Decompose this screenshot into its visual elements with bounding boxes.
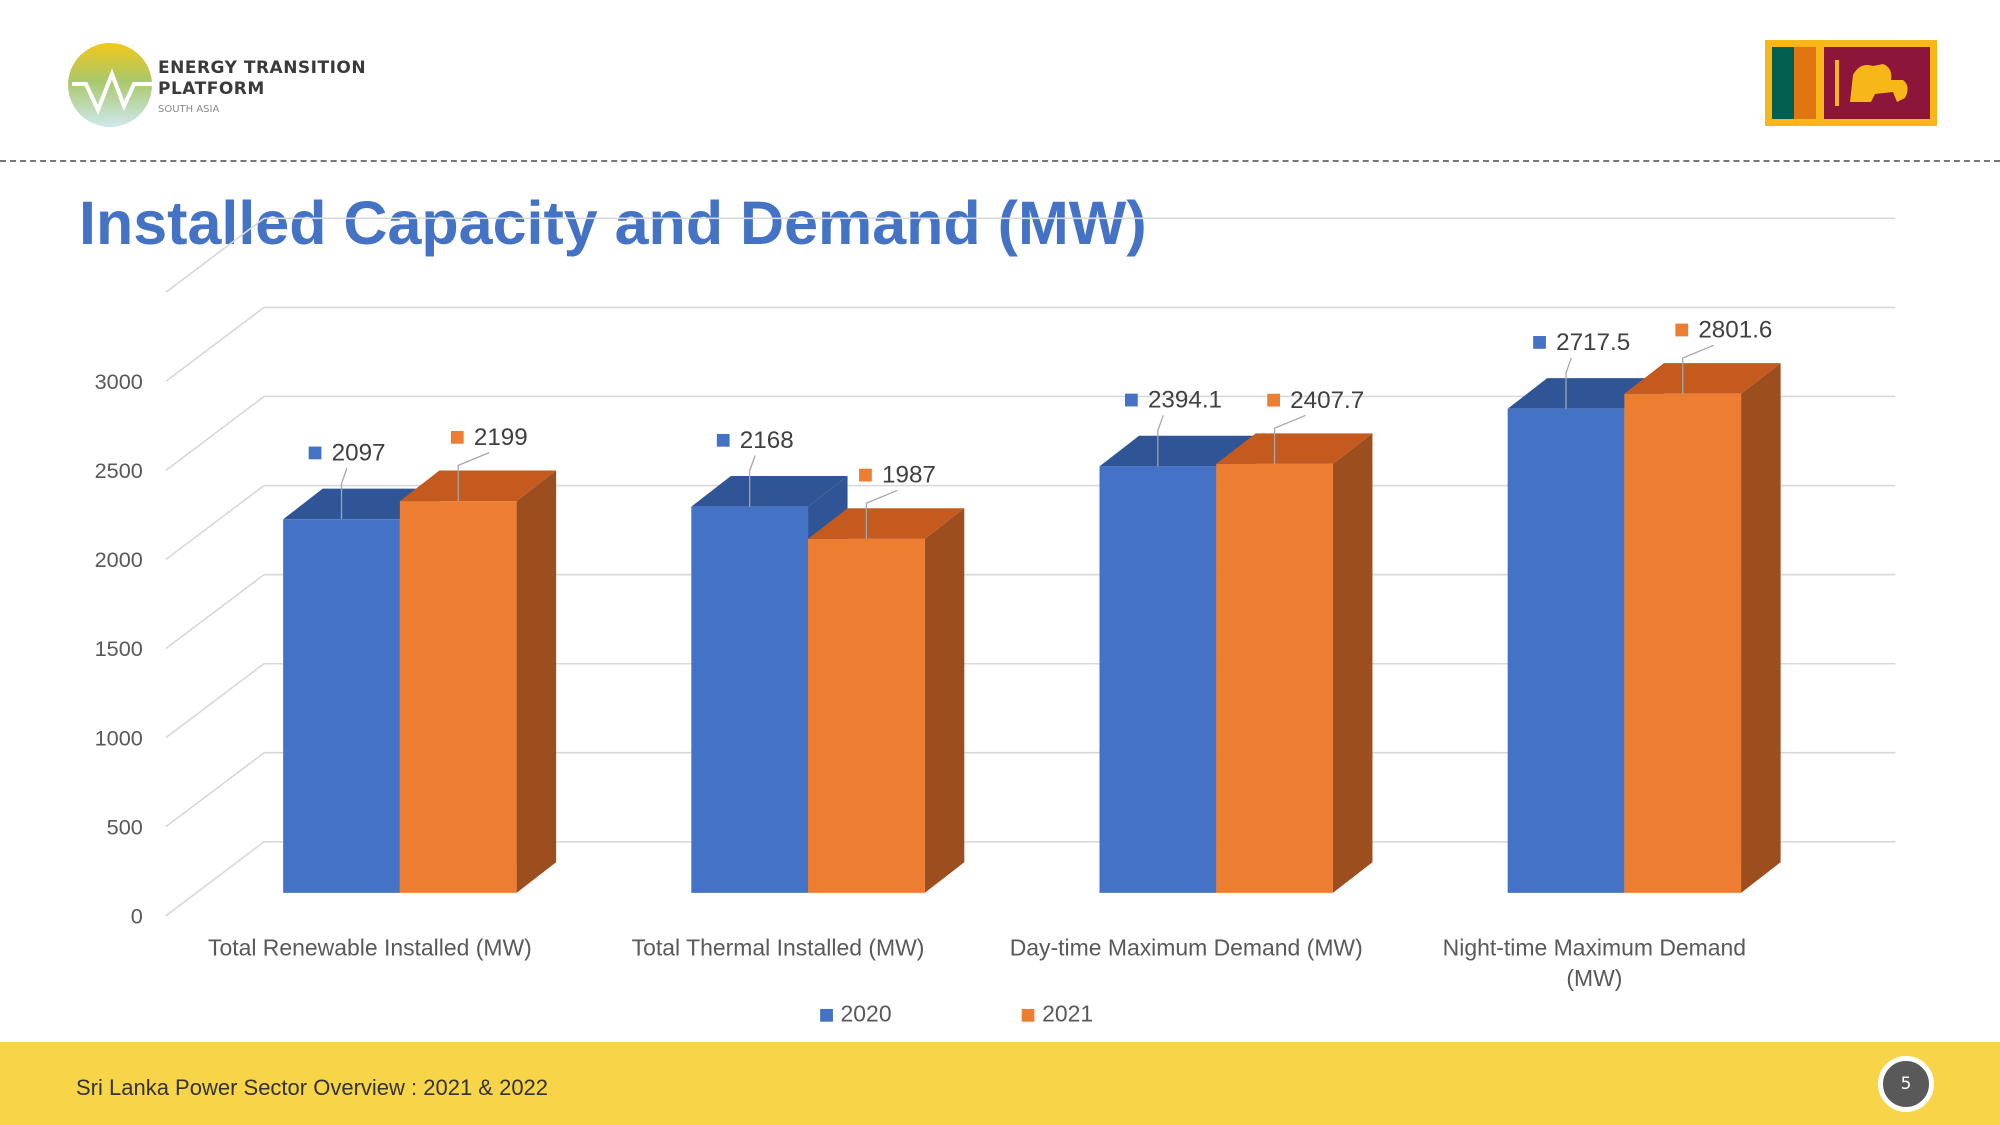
bar-2021 bbox=[808, 538, 925, 893]
gridline-side bbox=[165, 306, 265, 383]
leader-line bbox=[1157, 415, 1164, 467]
gridline-side bbox=[165, 395, 265, 472]
legend-label: 2021 bbox=[1042, 1001, 1093, 1027]
logo-line1: ENERGY TRANSITION bbox=[158, 58, 367, 78]
gridline-side bbox=[165, 573, 265, 650]
gridline-side bbox=[165, 217, 265, 293]
leader-line bbox=[865, 489, 898, 539]
y-tick-label: 0 bbox=[131, 903, 143, 928]
data-label: 2097 bbox=[332, 440, 386, 467]
header-divider bbox=[0, 160, 2000, 162]
leader-line bbox=[1273, 414, 1306, 464]
gridline-side bbox=[165, 663, 265, 739]
gridline-side bbox=[165, 484, 265, 561]
x-tick-label: Total Renewable Installed (MW) bbox=[208, 934, 532, 960]
data-label: 2407.7 bbox=[1290, 387, 1364, 414]
label-marker bbox=[450, 430, 464, 444]
data-label: 2394.1 bbox=[1148, 387, 1222, 414]
label-marker bbox=[308, 446, 322, 460]
bar-2020 bbox=[1507, 408, 1625, 893]
logo-text: ENERGY TRANSITION PLATFORM bbox=[158, 58, 366, 100]
y-tick-label: 3000 bbox=[95, 369, 143, 394]
bar-top bbox=[399, 470, 557, 502]
data-label: 1987 bbox=[882, 462, 936, 489]
bar-side bbox=[1332, 433, 1373, 893]
x-tick-label: Night-time Maximum Demand bbox=[1443, 934, 1746, 960]
footer-text: Sri Lanka Power Sector Overview : 2021 &… bbox=[76, 1075, 549, 1100]
logo-sun-icon bbox=[68, 43, 152, 127]
leader-line bbox=[749, 455, 756, 507]
x-tick-label: Day-time Maximum Demand (MW) bbox=[1010, 934, 1363, 960]
bar-side bbox=[516, 470, 557, 893]
x-tick-label: Total Thermal Installed (MW) bbox=[632, 934, 925, 960]
legend-marker-2020 bbox=[820, 1008, 833, 1022]
sri-lanka-flag-icon bbox=[1765, 40, 1937, 126]
y-tick-label: 1000 bbox=[95, 725, 143, 750]
leader-line bbox=[340, 468, 348, 520]
bar-2021 bbox=[399, 501, 517, 893]
bar-side bbox=[1741, 363, 1781, 893]
bar-top bbox=[1099, 435, 1256, 467]
gridline-side bbox=[165, 841, 265, 917]
leader-line bbox=[1682, 344, 1714, 394]
y-tick-label: 2000 bbox=[95, 547, 143, 572]
bar-top bbox=[808, 508, 965, 539]
gridline-side bbox=[165, 752, 265, 828]
bar-top bbox=[1216, 433, 1373, 464]
label-marker bbox=[1675, 323, 1689, 337]
page-number-badge: 5 bbox=[1878, 1056, 1934, 1112]
logo-subtitle: SOUTH ASIA bbox=[158, 104, 220, 115]
footer: Sri Lanka Power Sector Overview : 2021 &… bbox=[0, 1042, 2000, 1125]
label-marker bbox=[716, 433, 730, 447]
leader-line bbox=[1565, 357, 1573, 409]
bar-2020 bbox=[1099, 466, 1217, 893]
logo-line2: PLATFORM bbox=[158, 79, 265, 99]
y-tick-label: 500 bbox=[107, 814, 143, 839]
logo bbox=[68, 40, 338, 130]
y-tick-label: 1500 bbox=[95, 636, 143, 661]
bar-side bbox=[924, 508, 965, 893]
leader-line bbox=[457, 452, 490, 502]
data-label: 2199 bbox=[474, 424, 528, 451]
bar-2021 bbox=[1216, 463, 1333, 893]
data-label: 2717.5 bbox=[1556, 329, 1630, 356]
legend-label: 2020 bbox=[841, 1001, 892, 1027]
bar-2021 bbox=[1624, 393, 1742, 893]
label-marker bbox=[1267, 393, 1280, 407]
data-label: 2168 bbox=[740, 427, 794, 454]
label-marker bbox=[859, 468, 872, 482]
bar-2020 bbox=[691, 506, 809, 893]
y-tick-label: 2500 bbox=[95, 458, 143, 483]
bar-top bbox=[1624, 363, 1781, 394]
x-tick-label: (MW) bbox=[1566, 965, 1622, 991]
legend-marker-2021 bbox=[1021, 1008, 1035, 1022]
data-label: 2801.6 bbox=[1698, 317, 1772, 344]
bar-2020 bbox=[283, 519, 400, 893]
bar-top bbox=[691, 476, 848, 507]
label-marker bbox=[1125, 393, 1138, 407]
label-marker bbox=[1533, 336, 1546, 349]
